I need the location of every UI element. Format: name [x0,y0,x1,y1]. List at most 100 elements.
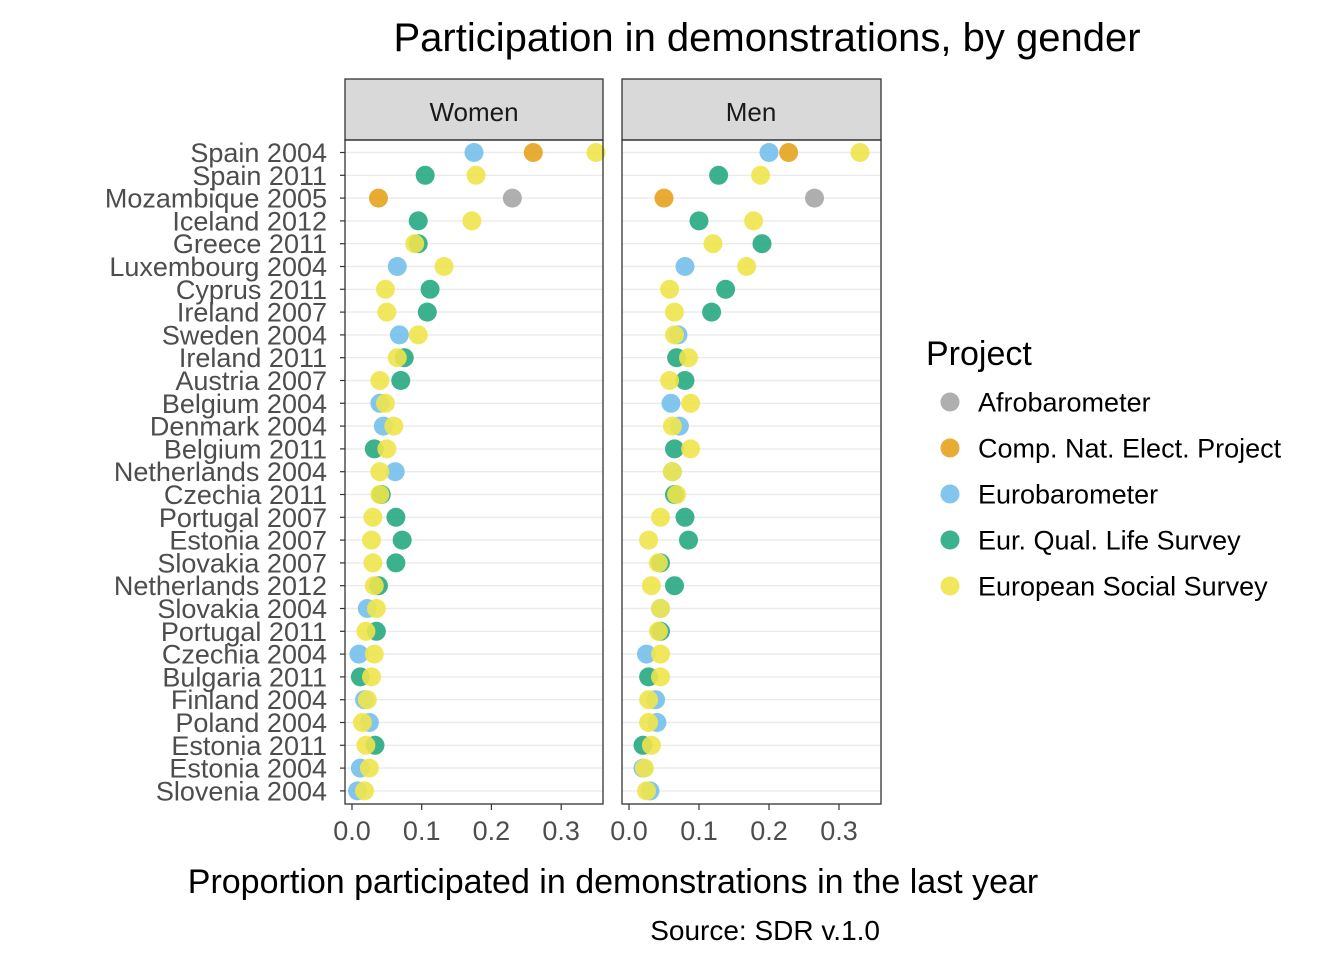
y-tick-label-slovakia-2004: Slovakia 2004 [157,594,327,624]
point-women-eur-qual-life-survey-iceland-2012 [408,211,428,231]
point-women-european-social-survey-spain-2011 [466,165,486,185]
legend-key-afrobarometer [940,392,960,412]
point-men-european-social-survey-estonia-2007 [639,530,659,550]
y-tick-label-belgium-2004: Belgium 2004 [162,389,327,419]
y-tick-label-belgium-2011: Belgium 2011 [164,434,327,464]
point-women-european-social-survey-cyprus-2011 [375,279,395,299]
y-tick-label-poland-2004: Poland 2004 [175,708,327,738]
point-women-european-social-survey-finland-2004 [357,690,377,710]
x-axis-women: 0.0 0.1 0.2 0.3 [333,804,580,846]
x-tick-label-men-1: 0.1 [680,816,718,846]
point-women-european-social-survey-ireland-2011 [387,348,407,368]
point-men-eur-qual-life-survey-spain-2011 [709,165,729,185]
y-tick-label-denmark-2004: Denmark 2004 [150,412,327,442]
point-men-eur-qual-life-survey-cyprus-2011 [716,279,736,299]
legend-key-eur-qual-life-survey [940,530,960,550]
y-tick-label-ireland-2007: Ireland 2007 [177,298,327,328]
point-men-european-social-survey-estonia-2011 [641,735,661,755]
point-women-european-social-survey-czechia-2011 [370,485,390,504]
legend-items: Afrobarometer Comp. Nat. Elect. Project Eu… [940,388,1282,602]
point-women-eurobarometer-czechia-2004 [349,644,369,664]
point-men-european-social-survey-netherlands-2004 [662,462,682,482]
point-men-eurobarometer-belgium-2004 [661,393,681,413]
point-women-european-social-survey-bulgaria-2011 [361,667,381,687]
point-men-european-social-survey-estonia-2004 [634,758,654,778]
point-women-european-social-survey-ireland-2007 [377,302,397,322]
legend-key-european-social-survey [940,576,960,596]
point-men-european-social-survey-iceland-2012 [744,211,764,231]
point-women-european-social-survey-czechia-2004 [364,644,384,664]
y-tick-label-cyprus-2011: Cyprus 2011 [176,275,327,305]
legend-label-eur-qual-life-survey: Eur. Qual. Life Survey [978,526,1241,556]
y-tick-label-ireland-2011: Ireland 2011 [179,343,327,373]
y-tick-label-portugal-2011: Portugal 2011 [161,617,327,647]
point-men-european-social-survey-slovakia-2004 [651,599,670,618]
y-tick-label-slovenia-2004: Slovenia 2004 [156,776,327,806]
point-men-european-social-survey-slovenia-2004 [637,781,656,801]
point-men-european-social-survey-spain-2004 [850,143,870,162]
y-tick-label-mozambique-2005: Mozambique 2005 [105,184,327,214]
legend-label-afrobarometer: Afrobarometer [978,388,1151,418]
point-women-eurobarometer-spain-2004 [464,143,484,162]
point-men-european-social-survey-belgium-2011 [681,439,701,459]
point-women-comp-nat-elect-project-spain-2004 [523,143,543,162]
panel-men: Men 0.0 0.1 0.2 0.3 [610,78,882,846]
point-women-eur-qual-life-survey-ireland-2007 [417,302,437,322]
point-women-european-social-survey-belgium-2011 [377,439,397,459]
point-women-european-social-survey-spain-2004 [586,143,606,162]
point-women-eur-qual-life-survey-portugal-2007 [386,507,406,527]
point-women-european-social-survey-austria-2007 [370,371,390,390]
y-tick-label-estonia-2011: Estonia 2011 [171,731,327,761]
strip-men-label: Men [726,97,777,127]
point-men-european-social-survey-spain-2011 [751,165,771,185]
x-tick-label-women-3: 0.3 [542,816,580,846]
point-women-afrobarometer-mozambique-2005 [502,188,522,208]
point-women-european-social-survey-estonia-2007 [361,530,381,550]
point-men-european-social-survey-finland-2004 [639,690,659,710]
point-men-european-social-survey-czechia-2011 [667,485,687,504]
point-men-eurobarometer-czechia-2004 [637,644,656,664]
x-tick-label-men-3: 0.3 [820,816,858,846]
y-tick-label-netherlands-2004: Netherlands 2004 [114,457,327,487]
x-tick-label-men-2: 0.2 [750,816,788,846]
x-axis-title: Proportion participated in demonstration… [188,863,1038,901]
point-women-european-social-survey-luxembourg-2004 [434,257,454,276]
point-men-eur-qual-life-survey-ireland-2007 [702,302,722,322]
point-women-european-social-survey-belgium-2004 [375,393,395,413]
y-tick-label-iceland-2012: Iceland 2012 [172,206,327,236]
point-women-eur-qual-life-survey-slovakia-2007 [386,553,406,573]
legend-label-eurobarometer: Eurobarometer [978,480,1158,510]
caption: Source: SDR v.1.0 [650,915,880,946]
point-women-eurobarometer-netherlands-2004 [385,462,405,482]
point-women-european-social-survey-estonia-2011 [356,735,376,755]
legend-label-european-social-survey: European Social Survey [978,572,1268,602]
y-tick-label-bulgaria-2011: Bulgaria 2011 [162,662,327,692]
point-men-european-social-survey-luxembourg-2004 [737,257,757,276]
legend-label-comp-nat-elect-project: Comp. Nat. Elect. Project [978,434,1282,464]
legend-key-eurobarometer [940,484,960,504]
points-women [348,143,606,801]
point-men-european-social-survey-netherlands-2012 [641,576,661,596]
y-tick-label-sweden-2004: Sweden 2004 [162,320,327,350]
point-women-european-social-survey-poland-2004 [352,713,372,732]
point-men-eur-qual-life-survey-estonia-2007 [679,530,698,550]
strip-men-background [621,78,882,141]
y-tick-label-luxembourg-2004: Luxembourg 2004 [109,252,327,282]
point-men-eurobarometer-luxembourg-2004 [675,257,695,276]
point-men-european-social-survey-greece-2011 [703,234,723,254]
point-men-eur-qual-life-survey-iceland-2012 [689,211,709,231]
point-women-eur-qual-life-survey-austria-2007 [391,371,411,390]
y-tick-label-greece-2011: Greece 2011 [173,229,327,259]
point-men-eurobarometer-spain-2004 [759,143,779,162]
point-men-european-social-survey-ireland-2011 [679,348,698,368]
legend-title: Project [926,335,1032,373]
point-men-european-social-survey-ireland-2007 [665,302,684,322]
point-men-comp-nat-elect-project-mozambique-2005 [654,188,674,208]
y-tick-label-spain-2011: Spain 2011 [192,161,327,191]
point-women-european-social-survey-sweden-2004 [408,325,428,345]
y-tick-label-netherlands-2012: Netherlands 2012 [114,571,327,601]
y-tick-label-estonia-2007: Estonia 2007 [169,526,327,556]
point-women-eurobarometer-luxembourg-2004 [387,257,407,276]
point-women-european-social-survey-netherlands-2004 [370,462,390,482]
